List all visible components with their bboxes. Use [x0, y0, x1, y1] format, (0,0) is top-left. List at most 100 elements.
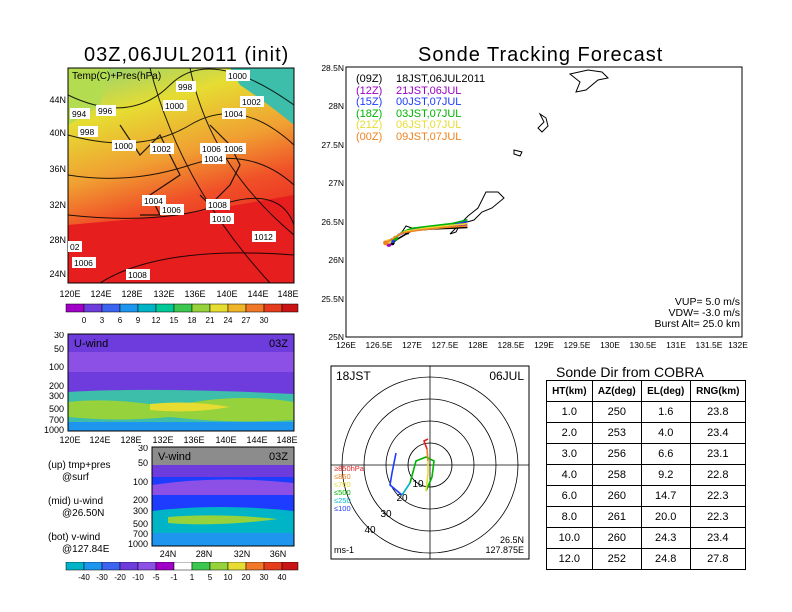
svg-text:1006: 1006: [224, 144, 243, 154]
table-cell: 256: [591, 443, 642, 465]
panel-notes: (up) tmp+pres @surf (mid) u-wind @26.50N…: [48, 460, 111, 556]
temp-colorbar-tick: 18: [188, 316, 197, 325]
temp-colorbar-tick: 6: [118, 316, 123, 325]
pressure-label: 994: [70, 108, 90, 119]
svg-text:1006: 1006: [162, 205, 181, 215]
vwind-label: V-wind: [158, 451, 191, 463]
note-line: @26.50N: [62, 508, 105, 519]
table-cell: 23.4: [689, 527, 747, 549]
uwind-lon-tick: 128E: [120, 435, 141, 445]
map-lon-tick: 120E: [59, 289, 80, 299]
track-lon-tick: 130.5E: [630, 340, 657, 350]
param-vup: VUP= 5.0 m/s: [674, 296, 740, 308]
wind-colorbar-tick: 1: [190, 573, 195, 582]
col-header: RNG(km): [689, 380, 747, 402]
legend-entry: (12Z) 21JST,06JUL: [356, 84, 485, 98]
legend-code: (18Z): [356, 107, 383, 120]
table-cell: 23.8: [689, 401, 747, 423]
table-cell: 8.0: [546, 506, 593, 528]
table-cell: 258: [591, 464, 642, 486]
legend-code: (12Z): [356, 84, 383, 97]
table-cell: 23.1: [689, 443, 747, 465]
track-lon-tick: 131E: [666, 340, 686, 350]
col-header: AZ(deg): [591, 380, 642, 402]
svg-text:998: 998: [178, 82, 192, 92]
vwind-level-tick: 200: [133, 495, 148, 505]
sonde-params: VUP= 5.0 m/s VDW= -3.0 m/s Burst Alt= 25…: [640, 296, 741, 330]
table-cell: 260: [591, 527, 642, 549]
level-legend: ≤250: [334, 496, 351, 505]
table-cell: 10.0: [546, 527, 593, 549]
pressure-label: 02: [68, 241, 82, 252]
pressure-label: 1004: [202, 153, 226, 164]
uwind-label: U-wind: [74, 338, 108, 350]
legend-time: 00JST,07JUL: [396, 96, 462, 108]
uwind-lon-tick: 124E: [89, 435, 110, 445]
track-lat-tick: 27.5N: [321, 140, 344, 150]
map-lat-tick: 40N: [49, 128, 66, 138]
track-lat-tick: 26N: [328, 255, 344, 265]
pressure-label: 1002: [240, 96, 264, 107]
table-cell: 1.0: [546, 401, 593, 423]
table-row: 4.0 258 9.2 22.8: [546, 464, 747, 486]
uwind-level-tick: 50: [54, 344, 64, 354]
map-lat-tick: 44N: [49, 95, 66, 105]
wind-colorbar-tick: 30: [260, 573, 269, 582]
table-cell: 20.0: [640, 506, 691, 528]
wind-colorbar-tick: 40: [278, 573, 287, 582]
svg-text:1004: 1004: [224, 109, 243, 119]
table-cell: 9.2: [640, 464, 691, 486]
svg-text:998: 998: [80, 127, 94, 137]
temp-colorbar-tick: 9: [136, 316, 141, 325]
track-legend: (09Z) 18JST,06JUL2011 (12Z) 21JST,06JUL (1…: [356, 73, 485, 143]
table-row: 6.0 260 14.7 22.3: [546, 485, 747, 507]
uwind-level-tick: 200: [49, 381, 64, 391]
polar-date: 06JUL: [489, 369, 524, 383]
temp-colorbar-tick: 27: [242, 316, 251, 325]
uwind-lon-tick: 144E: [246, 435, 267, 445]
pressure-label: 1006: [160, 204, 184, 215]
legend-entry: (21Z) 06JST,07JUL: [356, 119, 485, 132]
svg-text:1002: 1002: [152, 144, 171, 154]
track-lat-tick: 28N: [328, 101, 344, 111]
table-cell: 22.3: [689, 506, 747, 528]
vwind-level-tick: 50: [138, 458, 148, 468]
direction-table: HT(km) AZ(deg) EL(deg) RNG(km) 1.0 250 1.6…: [546, 380, 747, 570]
polar-lat: 26.5N: [500, 535, 524, 545]
svg-text:02: 02: [70, 242, 80, 252]
svg-text:1008: 1008: [208, 200, 227, 210]
uwind-time: 03Z: [269, 338, 288, 350]
wind-colorbar-tick: -1: [170, 573, 178, 582]
track-lon-tick: 126.5E: [366, 340, 393, 350]
track-lon-tick: 132E: [728, 340, 748, 350]
table-cell: 252: [591, 548, 642, 570]
note-line: @surf: [62, 472, 89, 483]
level-legend: ≤850: [334, 472, 351, 481]
table-cell: 250: [591, 401, 642, 423]
track-lon-tick: 129E: [534, 340, 554, 350]
svg-text:1006: 1006: [74, 258, 93, 268]
wind-colorbar-tick: 5: [208, 573, 213, 582]
polar-hodograph: 10 20 30 40 18JST 06JUL ≥850hPa ≤850 ≤70…: [330, 365, 530, 560]
vwind-lat-tick: 24N: [160, 549, 177, 559]
hodo-segment-250: [401, 482, 411, 496]
level-legend: ≤500: [334, 488, 351, 497]
vwind-level-tick: 700: [133, 529, 148, 539]
pressure-label: 996: [96, 105, 116, 116]
track-lon-tick: 131.5E: [696, 340, 723, 350]
svg-text:1012: 1012: [254, 232, 273, 242]
wind-colorbar-tick: -10: [132, 573, 144, 582]
param-burst: Burst Alt= 25.0 km: [654, 318, 741, 330]
table-row: 2.0 253 4.0 23.4: [546, 422, 747, 444]
hodo-segment-850: [426, 448, 429, 462]
wind-colorbar-tick: 20: [242, 573, 251, 582]
pressure-label: 1006: [72, 257, 96, 268]
uwind-level-tick: 300: [49, 391, 64, 401]
track-lat-tick: 25.5N: [321, 294, 344, 304]
table-cell: 2.0: [546, 422, 593, 444]
temp-colorbar: 0 3 6 9 12 15 18 21 24 27 30: [65, 303, 299, 325]
uwind-lon-tick: 148E: [276, 435, 297, 445]
tracking-title: Sonde Tracking Forecast: [418, 44, 664, 66]
table-cell: 22.3: [689, 485, 747, 507]
vwind-panel: V-wind 03Z 30 50 100 200 300 500 700 100…: [128, 445, 295, 559]
